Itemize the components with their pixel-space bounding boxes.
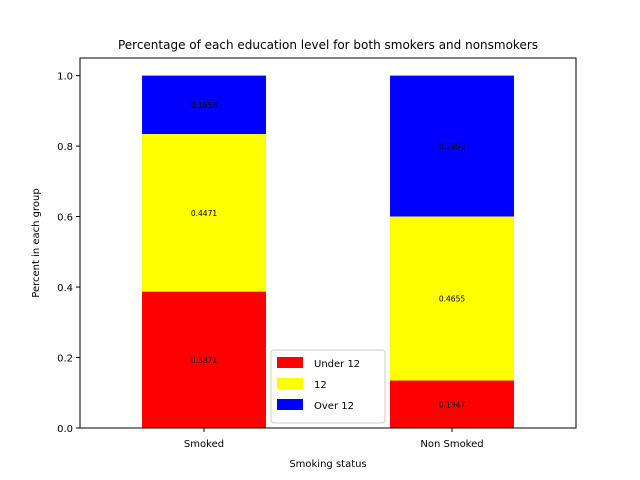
bar-segment-2-1 (390, 380, 514, 428)
legend-label-3: Over 12 (314, 401, 354, 412)
y-tick-label: 0.6 (57, 213, 73, 224)
data-label-2-1: 0.1347 (439, 400, 465, 409)
data-label-1-2: 0.4471 (191, 209, 217, 218)
data-label-1-1: 0.3871 (191, 356, 217, 365)
x-axis: Smoked Non Smoked (184, 428, 484, 450)
y-tick-label: 1.0 (57, 72, 73, 83)
y-axis: 0.0 0.2 0.4 0.6 0.8 1.0 (57, 72, 80, 435)
chart-title: Percentage of each education level for b… (118, 38, 538, 52)
data-label-2-2: 0.4655 (439, 295, 465, 304)
y-tick-label: 0.2 (57, 354, 73, 365)
bar-segment-1-3 (142, 75, 266, 135)
legend: Under 12 12 Over 12 (270, 349, 386, 424)
legend-swatch-1 (277, 357, 303, 368)
data-label-1-3: 0.1658 (191, 101, 217, 110)
x-axis-label: Smoking status (289, 459, 366, 470)
bar-segment-2-3 (390, 75, 514, 217)
x-tick-label: Smoked (184, 439, 224, 450)
bar-segment-1-1 (142, 291, 266, 428)
bar-segment-1-2 (142, 134, 266, 292)
legend-swatch-3 (277, 399, 303, 410)
data-labels-group: 0.3871 0.4471 0.1658 0.1347 0.4655 0.3998 (191, 101, 465, 409)
y-tick-label: 0.8 (57, 142, 73, 153)
data-label-2-3: 0.3998 (439, 142, 465, 151)
bar-segment-2-2 (390, 216, 514, 381)
legend-label-2: 12 (314, 380, 327, 391)
legend-label-1: Under 12 (314, 359, 360, 370)
x-tick-label: Non Smoked (420, 439, 483, 450)
plot-frame (79, 57, 577, 429)
legend-swatch-2 (277, 378, 303, 389)
y-tick-label: 0.4 (57, 283, 73, 294)
y-tick-label: 0.0 (57, 424, 73, 435)
y-axis-label: Percent in each group (31, 188, 42, 297)
bars-group (142, 75, 514, 428)
